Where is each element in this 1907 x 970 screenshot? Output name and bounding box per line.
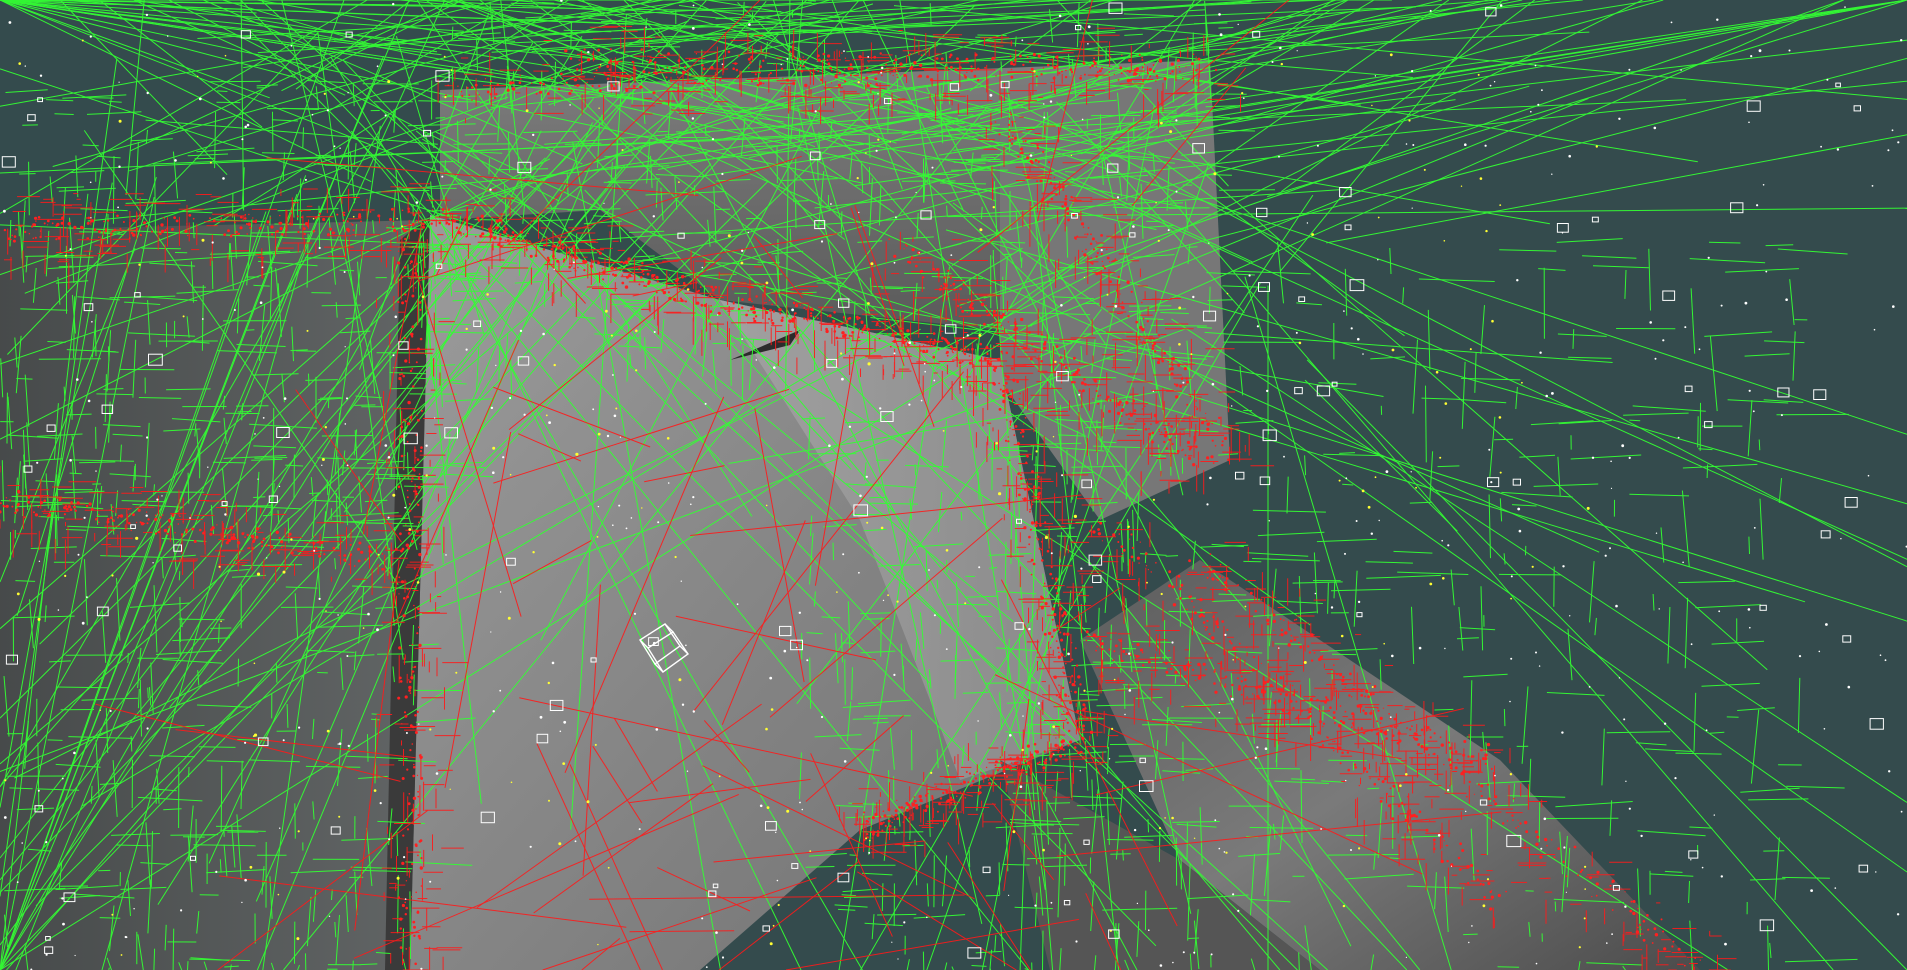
right-wall-surface (1000, 60, 1230, 520)
wall-crease-shadow (730, 330, 800, 360)
probe-box-markers (1, 2, 1884, 959)
ramp-lower-surface (1000, 760, 1320, 970)
octree-leaf-dense-clusters (0, 48, 1701, 967)
selected-cube-marker[interactable] (639, 623, 689, 674)
vertex-markers (3, 0, 1907, 970)
sample-point-markers (4, 39, 1599, 956)
wall-left-edge (385, 215, 430, 970)
